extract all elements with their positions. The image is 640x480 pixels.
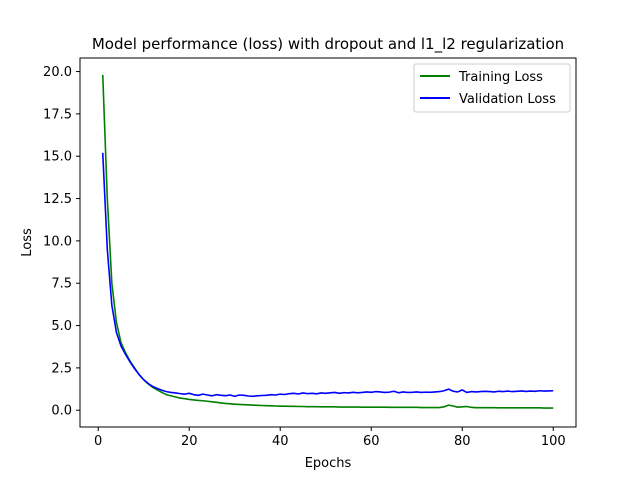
y-tick-label: 5.0 xyxy=(51,319,72,334)
series-line-validation-loss xyxy=(101,152,554,398)
x-tick-label: 80 xyxy=(454,434,471,449)
y-tick-label: 17.5 xyxy=(43,107,72,122)
chart-title: Model performance (loss) with dropout an… xyxy=(92,35,564,54)
y-tick-label: 0.0 xyxy=(51,404,72,419)
x-tick-label: 100 xyxy=(541,434,566,449)
y-tick-label: 15.0 xyxy=(43,150,72,165)
legend-frame xyxy=(413,63,571,113)
legend: Training Loss Validation Loss xyxy=(413,63,571,113)
plot-area: 0 20 40 60 80 100 0.0 2.5 5.0 7.5 10.0 12.5 15.0 17.5… xyxy=(43,65,566,449)
y-tick-label: 20.0 xyxy=(43,65,72,80)
plot-frame xyxy=(79,57,577,428)
y-axis-label: Loss xyxy=(20,228,35,257)
y-tick-label: 10.0 xyxy=(43,234,72,249)
legend-label-validation-loss: Validation Loss xyxy=(459,92,556,107)
x-tick-label: 60 xyxy=(363,434,380,449)
y-tick-label: 2.5 xyxy=(51,361,72,376)
x-axis-label: Epochs xyxy=(305,456,352,471)
y-tick-label: 7.5 xyxy=(51,277,72,292)
x-tick-label: 40 xyxy=(272,434,289,449)
series-line-training-loss xyxy=(101,74,554,409)
legend-label-training-loss: Training Loss xyxy=(458,70,543,85)
x-tick-label: 0 xyxy=(94,434,102,449)
x-tick-label: 20 xyxy=(181,434,198,449)
y-tick-label: 12.5 xyxy=(43,192,72,207)
